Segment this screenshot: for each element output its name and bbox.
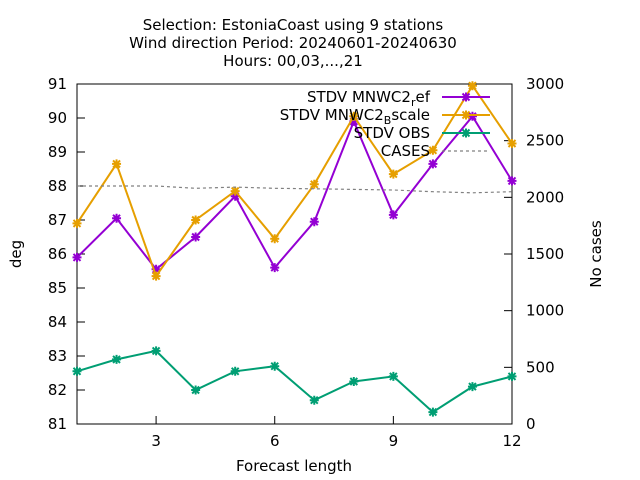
data-point-stdv-mnwc2-bscale (388, 169, 398, 179)
data-point-stdv-mnwc2-ref (309, 217, 319, 227)
data-point-stdv-mnwc2-bscale (270, 234, 280, 244)
legend-entry-stdv-mnwc2-bscale: STDV MNWC2Bscale (280, 106, 490, 127)
data-point-stdv-obs (151, 346, 161, 356)
legend-marker (461, 92, 471, 102)
y-tick-label: 88 (48, 177, 67, 195)
legend-marker (461, 110, 471, 120)
data-point-stdv-mnwc2-bscale (191, 215, 201, 225)
data-point-stdv-mnwc2-ref (191, 232, 201, 242)
legend-label-main: STDV MNWC2 (307, 88, 411, 106)
legend-label: STDV MNWC2ref (307, 88, 431, 109)
data-point-stdv-obs (467, 382, 477, 392)
data-point-stdv-obs (349, 377, 359, 386)
legend-entry-cases: CASES (381, 142, 490, 160)
legend-label-main: STDV MNWC2 (280, 106, 384, 124)
data-point-stdv-mnwc2-ref (349, 116, 359, 126)
y2-tick-label: 2500 (526, 132, 564, 150)
y-tick-label: 82 (48, 381, 67, 399)
title-line-1: Selection: EstoniaCoast using 9 stations (143, 16, 444, 34)
data-point-stdv-obs (230, 366, 240, 376)
legend-label-main: CASES (381, 142, 430, 160)
data-point-stdv-mnwc2-bscale (349, 111, 359, 121)
legend-label-sub: r (411, 96, 416, 109)
data-point-stdv-obs (191, 385, 201, 395)
x-axis-label: Forecast length (236, 457, 352, 475)
data-point-stdv-obs (309, 395, 319, 405)
x-tick-label: 6 (270, 432, 280, 450)
y-tick-label: 85 (48, 279, 67, 297)
y2-axis-label: No cases (587, 220, 605, 288)
y-tick-label: 91 (48, 75, 67, 93)
data-point-stdv-obs (428, 407, 438, 417)
legend-label-sub: B (384, 114, 392, 127)
series-stdv-obs (72, 346, 517, 417)
data-point-stdv-mnwc2-bscale (112, 159, 122, 169)
data-point-stdv-obs (72, 366, 82, 376)
y2-tick-label: 1500 (526, 245, 564, 263)
legend-entry-stdv-mnwc2-ref: STDV MNWC2ref (307, 88, 490, 109)
data-point-stdv-obs (388, 371, 398, 381)
legend-marker (461, 128, 471, 138)
data-point-stdv-mnwc2-bscale (428, 145, 438, 155)
legend-label-tail: ef (415, 88, 430, 106)
series-line-stdv-mnwc2-bscale (76, 83, 513, 279)
series-line-cases (77, 185, 513, 194)
series-cases (77, 185, 513, 194)
data-point-stdv-mnwc2-ref (428, 159, 438, 169)
y-axis-label: deg (7, 240, 25, 268)
series-layer (72, 81, 517, 417)
legend-label-main: STDV OBS (354, 124, 430, 142)
legend-entry-stdv-obs: STDV OBS (354, 124, 490, 142)
data-point-stdv-obs (270, 361, 280, 371)
y2-tick-label: 500 (526, 358, 555, 376)
chart-title: Selection: EstoniaCoast using 9 stations… (129, 16, 457, 70)
title-line-2: Wind direction Period: 20240601-20240630 (129, 34, 457, 52)
title-line-3: Hours: 00,03,...,21 (223, 52, 363, 70)
y-tick-label: 84 (48, 313, 67, 331)
y-tick-label: 83 (48, 347, 67, 365)
data-point-stdv-mnwc2-bscale (309, 179, 319, 189)
y2-tick-label: 0 (526, 415, 536, 433)
y-tick-label: 87 (48, 211, 67, 229)
y2-tick-label: 2000 (526, 188, 564, 206)
legend-label: STDV MNWC2Bscale (280, 106, 430, 127)
x-tick-label: 12 (502, 432, 521, 450)
data-point-stdv-mnwc2-ref (72, 252, 82, 262)
y-tick-label: 81 (48, 415, 67, 433)
data-point-stdv-obs (112, 354, 122, 364)
y-tick-label: 86 (48, 245, 67, 263)
data-point-stdv-obs (507, 371, 517, 381)
y2-tick-label: 3000 (526, 75, 564, 93)
legend-label: STDV OBS (354, 124, 430, 142)
data-point-stdv-mnwc2-bscale (72, 218, 82, 228)
data-point-stdv-mnwc2-bscale (507, 139, 517, 148)
legend-label-tail: scale (391, 106, 430, 124)
data-point-stdv-mnwc2-bscale (230, 186, 240, 196)
series-line-stdv-obs (76, 349, 513, 414)
data-point-stdv-mnwc2-ref (388, 210, 398, 220)
data-point-stdv-mnwc2-ref (467, 111, 477, 121)
series-line-stdv-mnwc2-ref (76, 114, 513, 271)
data-point-stdv-mnwc2-bscale (151, 271, 161, 281)
x-tick-label: 9 (389, 432, 399, 450)
series-stdv-mnwc2-bscale (72, 81, 517, 281)
data-point-stdv-mnwc2-bscale (467, 81, 477, 91)
y-tick-label: 89 (48, 143, 67, 161)
data-point-stdv-mnwc2-ref (151, 264, 161, 274)
data-point-stdv-mnwc2-ref (270, 263, 280, 273)
plot-frame (76, 83, 513, 425)
data-point-stdv-mnwc2-ref (507, 176, 517, 186)
legend-label: CASES (381, 142, 430, 160)
y-tick-label: 90 (48, 109, 67, 127)
y2-tick-label: 1000 (526, 302, 564, 320)
data-point-stdv-mnwc2-ref (230, 191, 240, 201)
series-stdv-mnwc2-ref (72, 111, 517, 274)
x-tick-label: 3 (151, 432, 161, 450)
axis-ticks: 81 82 83 84 85 86 87 88 89 90 91 0 500 1000 1500 2000 25… (48, 75, 564, 450)
data-point-stdv-mnwc2-ref (112, 213, 122, 223)
